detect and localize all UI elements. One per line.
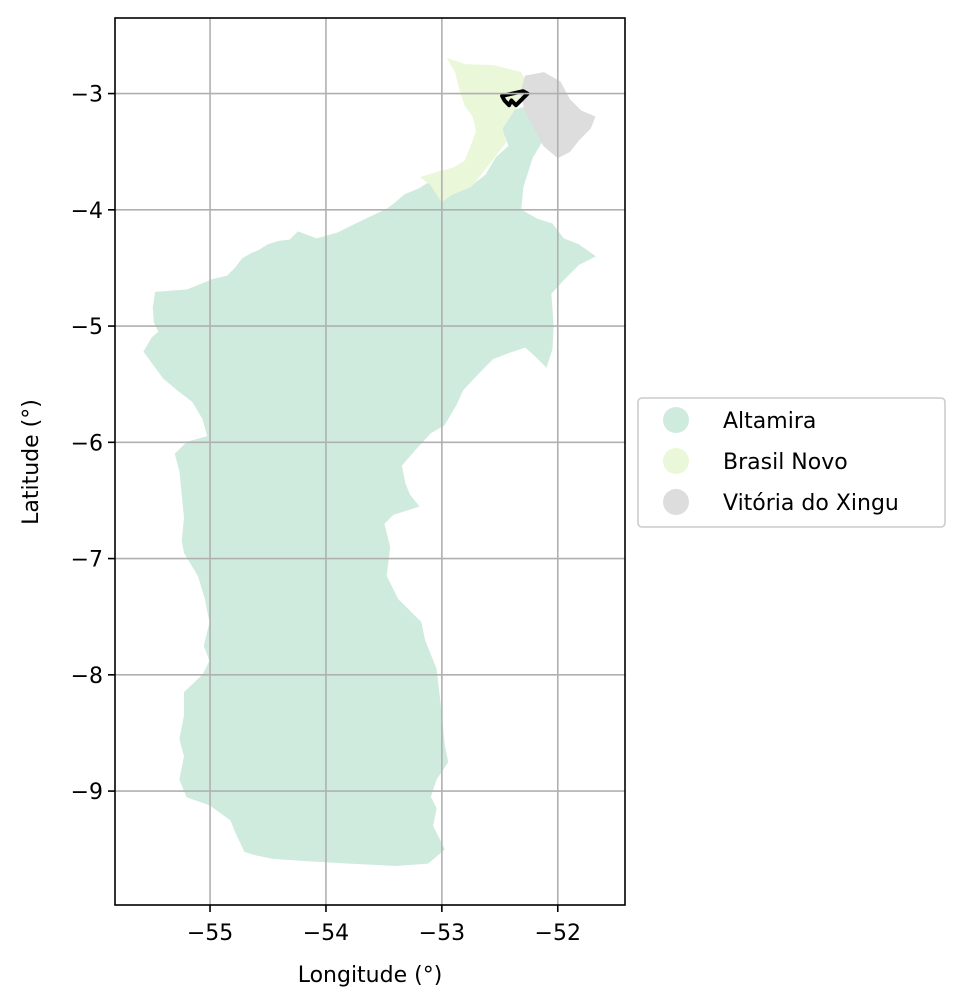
x-tick-label: −54	[303, 921, 349, 946]
legend-label-brasil-novo: Brasil Novo	[723, 450, 848, 475]
regions-layer	[143, 57, 596, 867]
legend-box	[637, 397, 946, 528]
y-axis-ticks: −3 −4 −5 −6 −7 −8 −9	[71, 83, 115, 805]
x-axis-label: Longitude (°)	[298, 963, 443, 988]
y-axis-label: Latitude (°)	[19, 399, 44, 525]
legend-marker-vitoria-do-xingu	[663, 489, 689, 515]
grid-lines	[115, 18, 625, 905]
highlight-outline-layer	[500, 89, 530, 108]
x-tick-label: −53	[419, 921, 465, 946]
plot-frame	[114, 17, 626, 906]
y-tick-label: −8	[71, 664, 103, 689]
legend-marker-brasil-novo	[663, 448, 689, 474]
legend: Altamira Brasil Novo Vitória do Xingu	[637, 397, 946, 528]
legend-label-altamira: Altamira	[723, 409, 816, 434]
x-axis-ticks: −55 −54 −53 −52	[187, 905, 581, 946]
region-altamira	[143, 106, 596, 867]
y-tick-label: −7	[71, 548, 103, 573]
y-tick-label: −9	[71, 780, 103, 805]
highlight-outline	[500, 89, 530, 108]
legend-label-vitoria-do-xingu: Vitória do Xingu	[723, 491, 899, 516]
y-tick-label: −5	[71, 315, 103, 340]
x-tick-label: −52	[535, 921, 581, 946]
y-tick-label: −4	[71, 199, 103, 224]
y-tick-label: −6	[71, 431, 103, 456]
legend-marker-altamira	[663, 407, 689, 433]
x-tick-label: −55	[187, 921, 233, 946]
y-tick-label: −3	[71, 83, 103, 108]
